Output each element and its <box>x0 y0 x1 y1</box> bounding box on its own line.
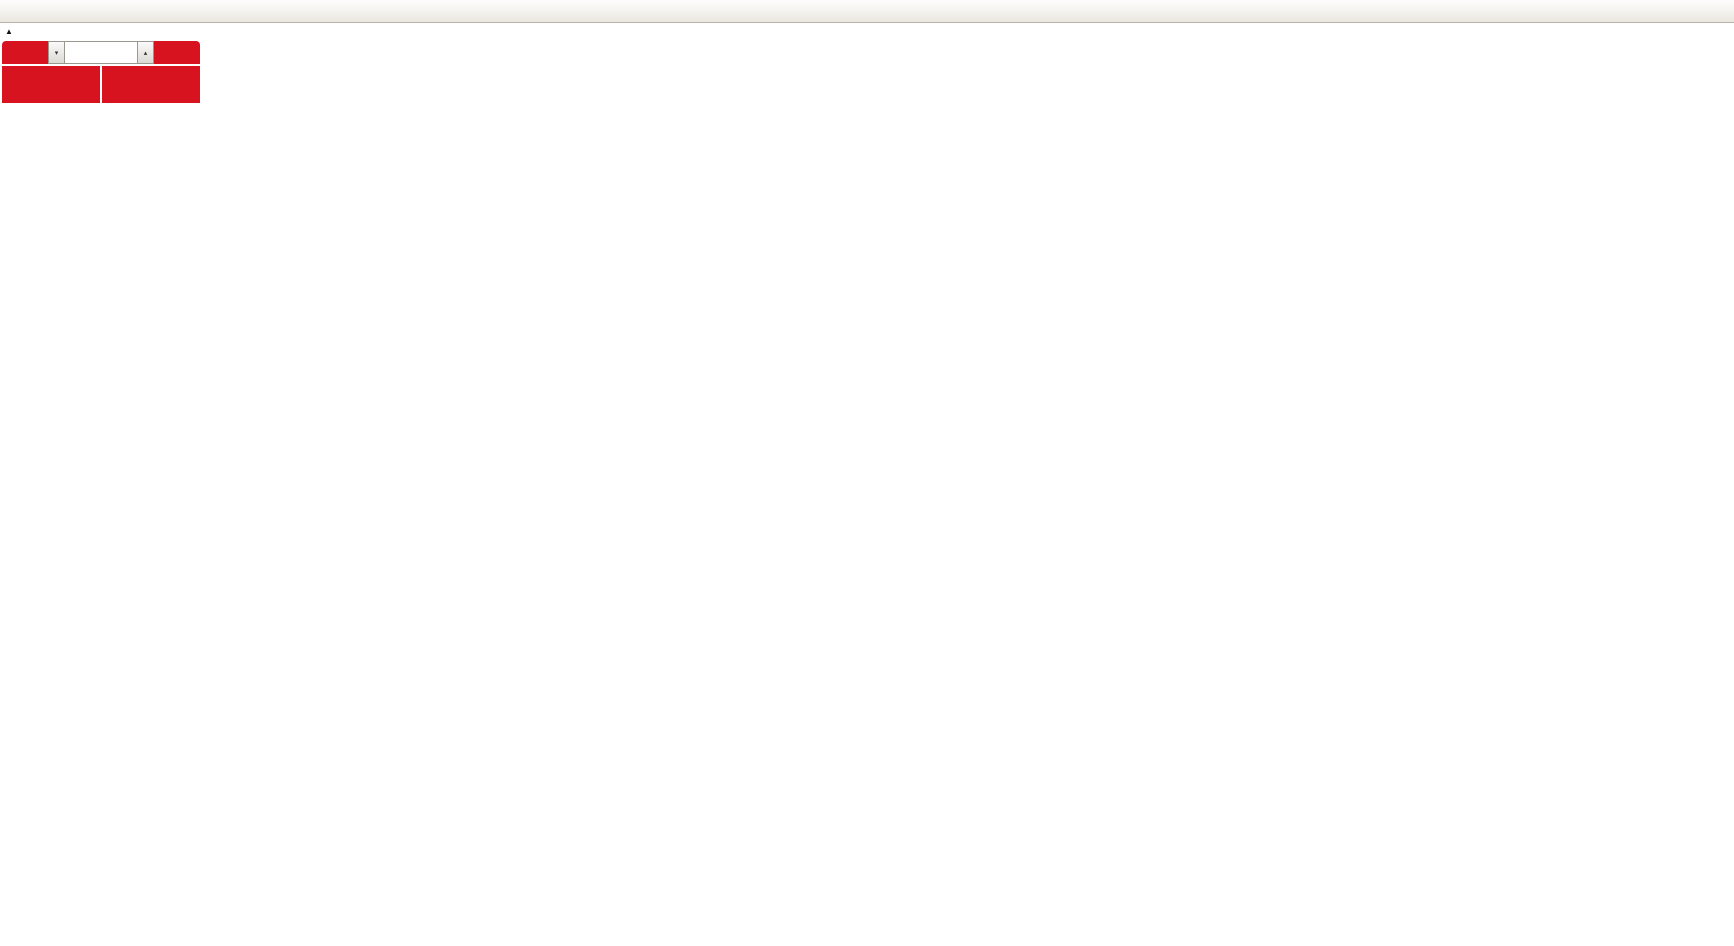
symbol-triangle-icon: ▲ <box>5 27 13 36</box>
chart-title: ▲ <box>5 26 21 37</box>
sell-button[interactable] <box>2 41 48 64</box>
sell-price-display[interactable] <box>2 66 100 103</box>
buy-button[interactable] <box>154 41 200 64</box>
toolbar <box>0 0 1734 23</box>
one-click-trading-panel: ▾ ▴ <box>2 41 200 103</box>
volume-input[interactable] <box>65 41 137 64</box>
buy-price-display[interactable] <box>102 66 200 103</box>
volume-decrease-button[interactable]: ▾ <box>48 41 65 64</box>
volume-increase-button[interactable]: ▴ <box>137 41 154 64</box>
